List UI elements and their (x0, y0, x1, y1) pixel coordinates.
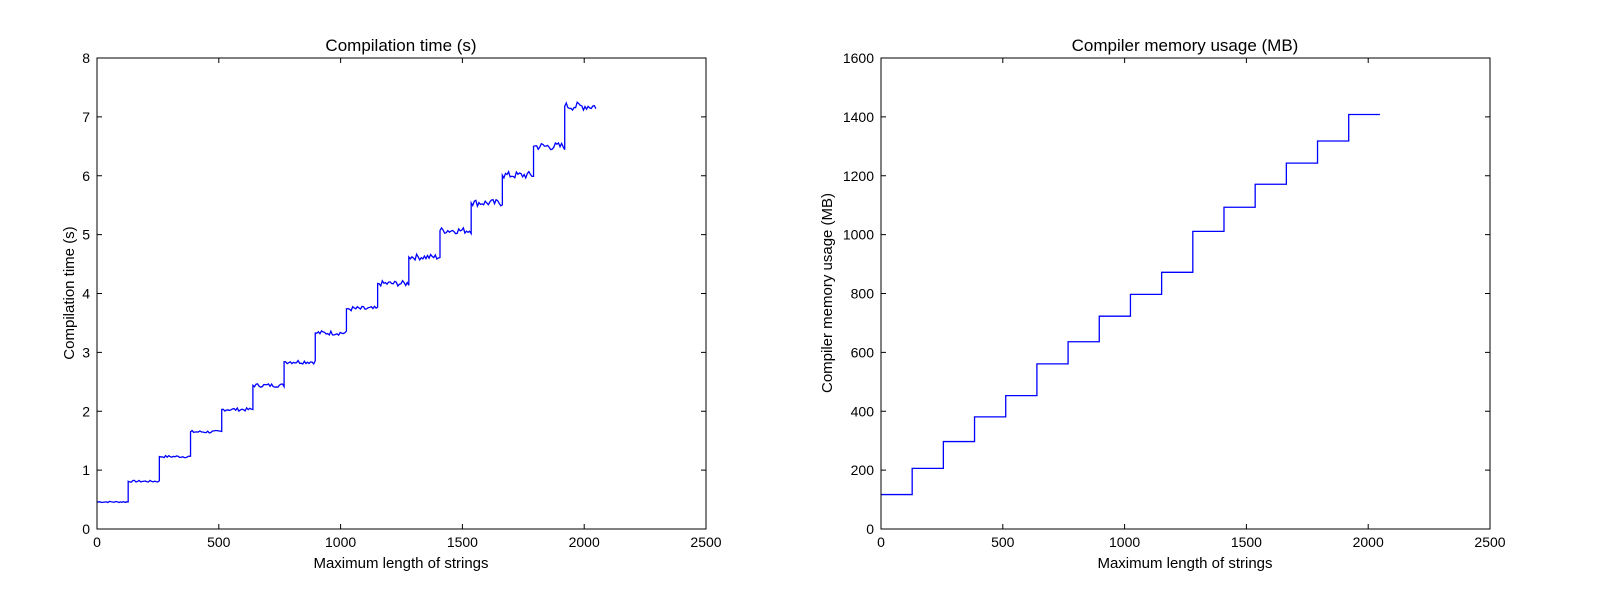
y-tick-label: 1200 (843, 168, 874, 184)
compilation-time-chart: Compilation time (s) Maximum length of s… (61, 36, 722, 572)
chart-title: Compilation time (s) (325, 36, 476, 55)
x-tick-label: 1000 (325, 534, 356, 550)
data-line (881, 113, 1380, 496)
x-tick-label: 2000 (569, 534, 600, 550)
y-tick-label: 1600 (843, 50, 874, 66)
chart-title: Compiler memory usage (MB) (1072, 36, 1299, 55)
x-tick-label: 2500 (1474, 534, 1505, 550)
data-line (96, 101, 597, 504)
x-tick-label: 1500 (447, 534, 478, 550)
x-tick-label: 500 (991, 534, 1015, 550)
y-tick-label: 6 (82, 168, 90, 184)
y-tick-label: 4 (82, 286, 90, 302)
x-tick-label: 500 (207, 534, 231, 550)
y-tick-label: 1 (82, 462, 90, 478)
y-tick-label: 800 (851, 286, 875, 302)
y-tick-label: 1000 (843, 227, 874, 243)
y-tick-label: 3 (82, 344, 90, 360)
y-tick-label: 400 (851, 403, 875, 419)
y-axis-label: Compilation time (s) (61, 226, 78, 359)
y-tick-label: 2 (82, 403, 90, 419)
x-tick-label: 1500 (1231, 534, 1262, 550)
x-axis-label: Maximum length of strings (1097, 555, 1272, 572)
y-tick-label: 0 (866, 521, 874, 537)
x-tick-label: 2500 (690, 534, 721, 550)
y-tick-label: 1400 (843, 109, 874, 125)
y-tick-label: 7 (82, 109, 90, 125)
axes-frame (880, 57, 1491, 530)
y-tick-label: 8 (82, 50, 90, 66)
y-tick-label: 600 (851, 344, 875, 360)
memory-usage-chart: Compiler memory usage (MB) Maximum lengt… (819, 36, 1506, 572)
y-tick-label: 0 (82, 521, 90, 537)
x-tick-label: 0 (877, 534, 885, 550)
x-tick-label: 2000 (1353, 534, 1384, 550)
x-tick-label: 1000 (1109, 534, 1140, 550)
y-tick-label: 5 (82, 227, 90, 243)
x-axis-label: Maximum length of strings (313, 555, 488, 572)
y-tick-label: 200 (851, 462, 875, 478)
y-axis-label: Compiler memory usage (MB) (819, 193, 836, 393)
x-tick-label: 0 (93, 534, 101, 550)
axes-frame (96, 57, 707, 530)
